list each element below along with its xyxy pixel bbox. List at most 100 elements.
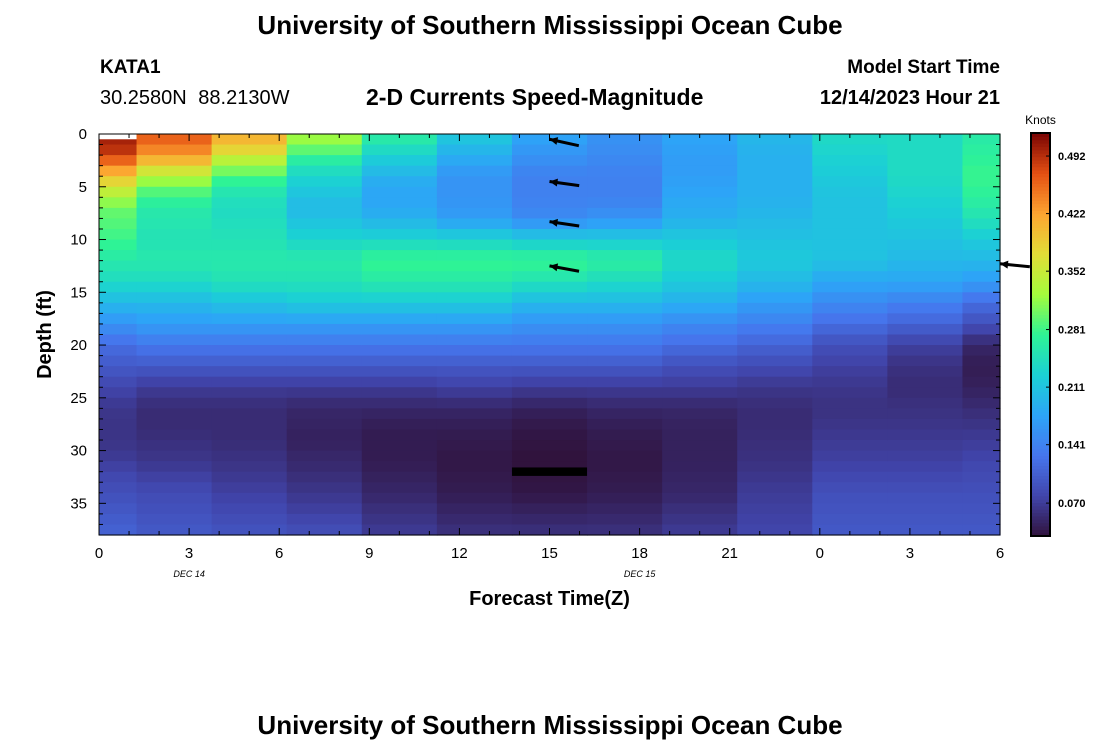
heatmap-cell bbox=[99, 450, 138, 462]
heatmap-cell bbox=[662, 176, 738, 188]
heatmap-cell bbox=[662, 492, 738, 504]
heatmap-cell bbox=[812, 408, 888, 420]
colorbar-segment bbox=[1031, 509, 1050, 514]
colorbar-segment bbox=[1031, 331, 1050, 336]
x-tick-label: 21 bbox=[721, 545, 738, 562]
heatmap-cell bbox=[286, 450, 363, 462]
heatmap-cell bbox=[286, 176, 363, 188]
heatmap-cell bbox=[99, 281, 138, 293]
colorbar-segment bbox=[1031, 341, 1050, 346]
heatmap-cell bbox=[587, 292, 663, 304]
x-tick-label: 6 bbox=[996, 545, 1004, 562]
heatmap-cell bbox=[587, 260, 663, 272]
colorbar-segment bbox=[1031, 351, 1050, 356]
heatmap-cell bbox=[211, 450, 288, 462]
heatmap-cell bbox=[136, 292, 213, 304]
heatmap-cell bbox=[436, 334, 513, 346]
colorbar-segment bbox=[1031, 398, 1050, 403]
heatmap-cell bbox=[136, 155, 213, 167]
heatmap-cell bbox=[136, 440, 213, 452]
colorbar-segment bbox=[1031, 421, 1050, 426]
colorbar-segment bbox=[1031, 425, 1050, 430]
heatmap-cell bbox=[286, 524, 363, 536]
heatmap-cell bbox=[962, 408, 1001, 420]
heatmap-cell bbox=[436, 250, 513, 262]
heatmap-cell bbox=[211, 397, 288, 409]
heatmap-cell bbox=[136, 492, 213, 504]
heatmap-cell bbox=[962, 461, 1001, 473]
heatmap-cell bbox=[511, 418, 588, 431]
heatmap-cell bbox=[887, 292, 964, 304]
colorbar-tick-label: 0.352 bbox=[1058, 266, 1086, 278]
heatmap-cell bbox=[511, 513, 588, 526]
colorbar-segment bbox=[1031, 159, 1050, 164]
heatmap-cell bbox=[887, 345, 964, 357]
heatmap-cell bbox=[662, 450, 738, 462]
heatmap-cell bbox=[361, 271, 438, 283]
colorbar-segment bbox=[1031, 314, 1050, 319]
heatmap-cell bbox=[887, 134, 964, 146]
heatmap-cell bbox=[812, 155, 888, 167]
colorbar-segment bbox=[1031, 532, 1050, 537]
heatmap-cell bbox=[436, 155, 513, 167]
colorbar-frame bbox=[1030, 132, 1051, 537]
heatmap-cell bbox=[812, 323, 888, 336]
heatmap-cell bbox=[136, 144, 213, 156]
heatmap-cell bbox=[587, 408, 663, 420]
heatmap-cell bbox=[812, 461, 888, 473]
heatmap-cell bbox=[361, 366, 438, 378]
heatmap-cell bbox=[286, 418, 363, 431]
y-tick-label: 10 bbox=[70, 232, 87, 249]
heatmap-cell bbox=[737, 376, 813, 388]
heatmap-cell bbox=[737, 207, 813, 220]
heatmap-cell bbox=[211, 260, 288, 272]
heatmap-cell bbox=[211, 271, 288, 283]
colorbar-segment bbox=[1031, 149, 1050, 154]
heatmap-cell bbox=[436, 271, 513, 283]
heatmap-cell bbox=[737, 345, 813, 357]
heatmap-cell bbox=[286, 366, 363, 378]
heatmap-cell bbox=[812, 376, 888, 388]
heatmap-cell bbox=[99, 165, 138, 177]
heatmap-cell bbox=[136, 366, 213, 378]
chart-title: University of Southern Mississippi Ocean… bbox=[257, 10, 843, 40]
heatmap-cell bbox=[887, 513, 964, 526]
heatmap-cell bbox=[136, 397, 213, 409]
colorbar-segment bbox=[1031, 455, 1050, 460]
heatmap-cell bbox=[737, 228, 813, 241]
colorbar-segment bbox=[1031, 502, 1050, 507]
heatmap-cell bbox=[812, 513, 888, 526]
heatmap-cell bbox=[812, 250, 888, 262]
heatmap-cell bbox=[511, 440, 588, 452]
heatmap-cell bbox=[812, 165, 888, 177]
heatmap-cell bbox=[136, 207, 213, 220]
heatmap-cell bbox=[211, 334, 288, 346]
heatmap-cell bbox=[587, 207, 663, 220]
colorbar-segment bbox=[1031, 371, 1050, 376]
heatmap-cell bbox=[436, 134, 513, 146]
heatmap-cell bbox=[436, 165, 513, 177]
heatmap-cell bbox=[662, 271, 738, 283]
heatmap-cell bbox=[436, 461, 513, 473]
heatmap-cell bbox=[587, 482, 663, 494]
heatmap-cell bbox=[136, 260, 213, 272]
heatmap-cell bbox=[662, 165, 738, 177]
heatmap-cell bbox=[361, 524, 438, 536]
heatmap-cell bbox=[211, 492, 288, 504]
heatmap-cell bbox=[587, 197, 663, 209]
heatmap-cell bbox=[737, 165, 813, 177]
heatmap-cell bbox=[136, 228, 213, 241]
heatmap-cell bbox=[286, 165, 363, 177]
heatmap-cell bbox=[662, 197, 738, 209]
heatmap-cell bbox=[737, 503, 813, 515]
heatmap-cell bbox=[286, 292, 363, 304]
heatmap-cell bbox=[211, 165, 288, 177]
heatmap-cell bbox=[887, 176, 964, 188]
colorbar-segment bbox=[1031, 196, 1050, 201]
colorbar-segment bbox=[1031, 415, 1050, 420]
heatmap-cell bbox=[436, 218, 513, 230]
heatmap-cell bbox=[436, 492, 513, 504]
heatmap-cell bbox=[211, 418, 288, 431]
colorbar-segment bbox=[1031, 203, 1050, 208]
